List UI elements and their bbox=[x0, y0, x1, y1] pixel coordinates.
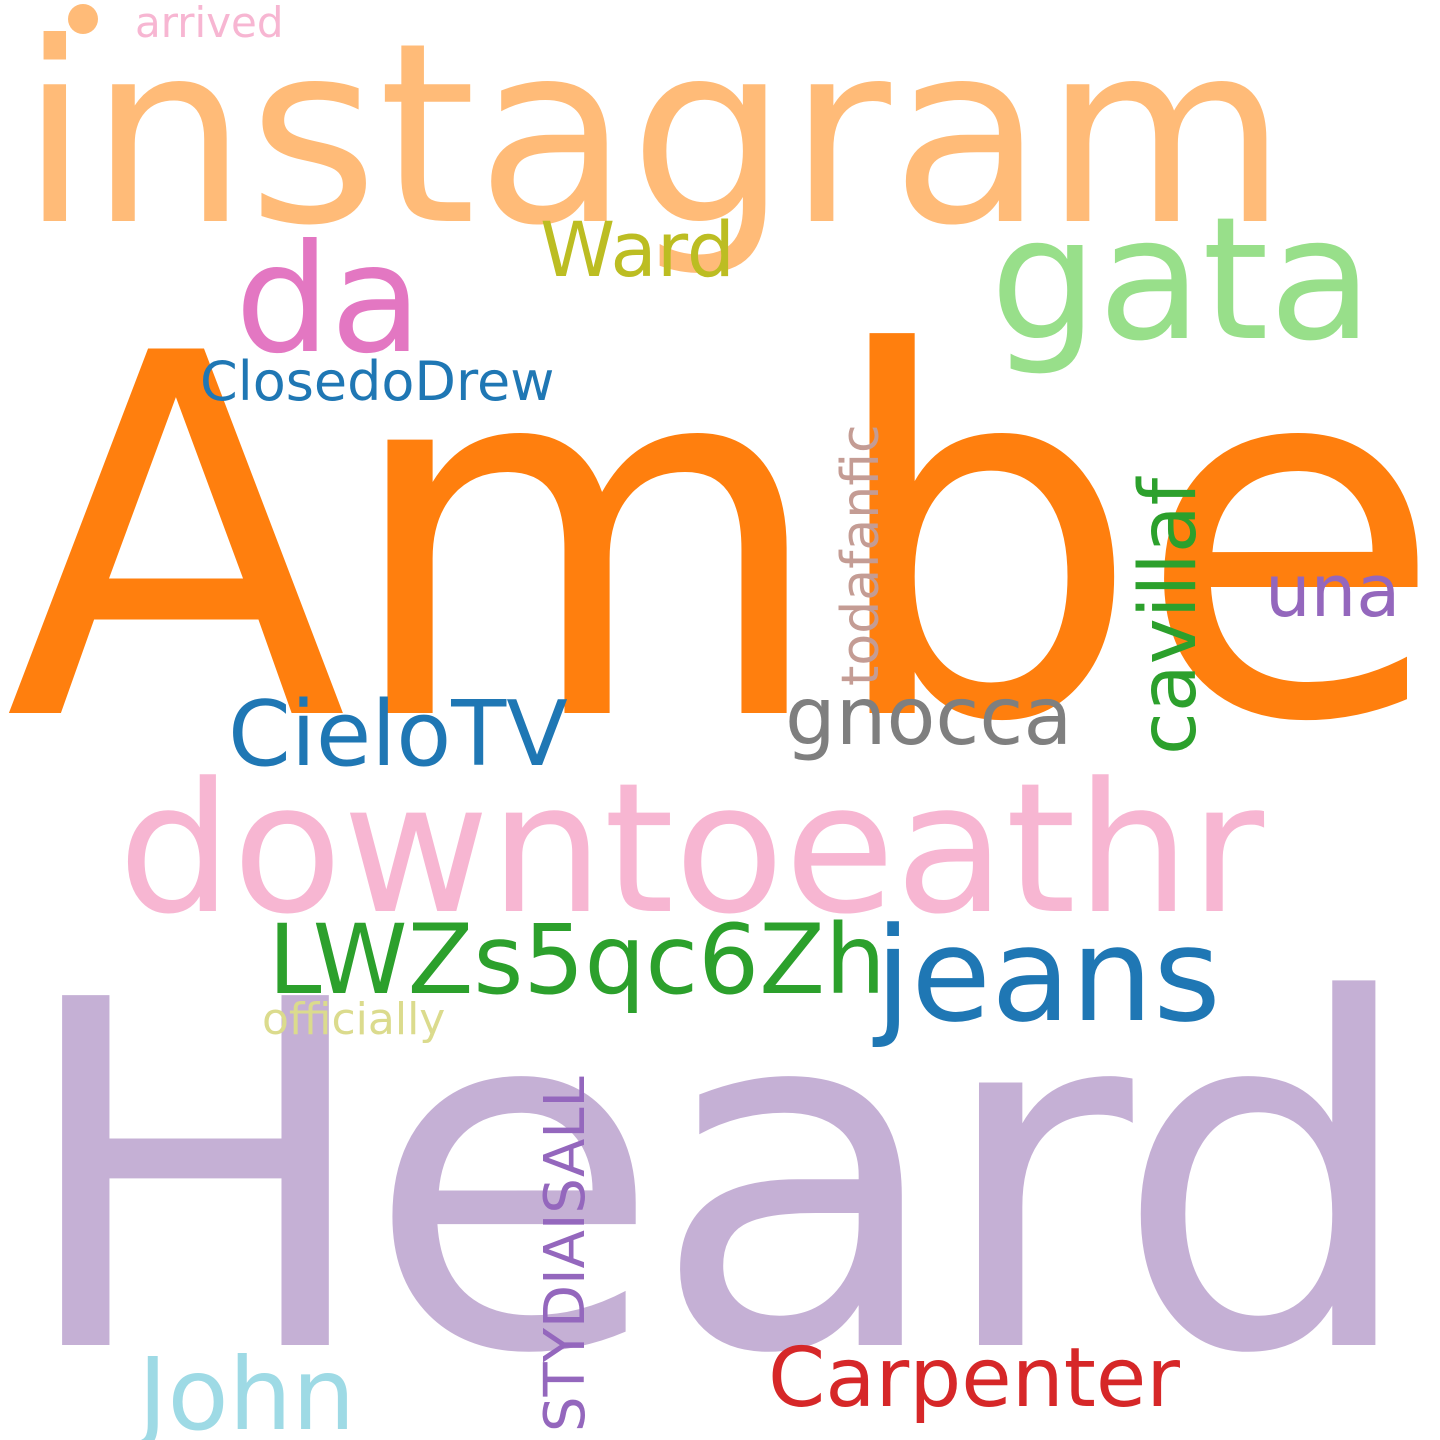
word-downtoeathr: downtoeathr bbox=[118, 745, 1265, 954]
word-gnocca: gnocca bbox=[785, 670, 1073, 763]
word-lwzs5qc6zh: LWZs5qc6Zh bbox=[268, 904, 886, 1016]
dot-mark bbox=[68, 4, 98, 34]
word-cavillaf: cavillaf bbox=[1124, 477, 1214, 755]
word-cielotv: CieloTV bbox=[228, 682, 568, 787]
word-instagram: instagram bbox=[20, 0, 1288, 280]
word-john: John bbox=[138, 1336, 356, 1440]
word-gata: gata bbox=[990, 181, 1373, 379]
word-amber: Amber bbox=[5, 249, 1440, 831]
word-arrived: arrived bbox=[135, 0, 284, 47]
word-closedodrew: ClosedoDrew bbox=[200, 350, 555, 413]
word-jeans: jeans bbox=[875, 899, 1221, 1051]
word-heard: Heard bbox=[15, 900, 1419, 1440]
word-una: una bbox=[1265, 549, 1401, 633]
word-officially: officially bbox=[262, 994, 446, 1045]
word-carpenter: Carpenter bbox=[768, 1331, 1181, 1426]
word-ward: Ward bbox=[540, 205, 736, 294]
word-stydiaisall: STYDIAISALL bbox=[533, 1076, 598, 1432]
word-todafanfic: todafanfic bbox=[831, 424, 891, 686]
word-da: da bbox=[235, 213, 423, 387]
